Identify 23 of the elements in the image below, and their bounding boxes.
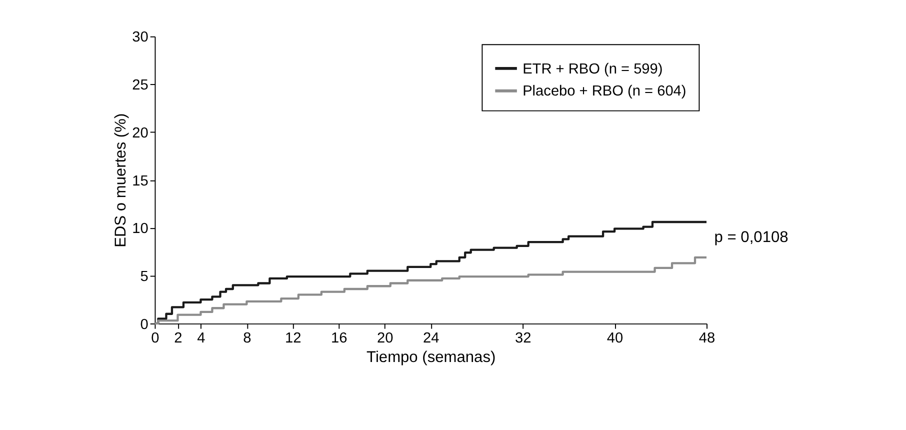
y-axis-title: EDS o muertes (%) (112, 113, 130, 248)
x-tick-label: 0 (151, 330, 160, 346)
y-tick-label: 25 (132, 78, 148, 94)
y-tick-label: 0 (140, 316, 148, 333)
y-tick-label: 30 (132, 30, 148, 46)
y-tick-label: 5 (140, 268, 148, 285)
legend-label: Placebo + RBO (n = 604) (522, 84, 686, 100)
x-tick-label: 40 (606, 330, 624, 346)
x-tick-label: 32 (514, 330, 532, 346)
x-tick-label: 24 (422, 330, 440, 346)
y-tick-label: 15 (132, 173, 148, 190)
x-tick-label: 48 (698, 330, 716, 346)
legend-label: ETR + RBO (n = 599) (522, 61, 663, 78)
y-tick-label: 10 (132, 221, 148, 238)
x-tick-label: 20 (377, 330, 394, 346)
x-tick-label: 2 (174, 330, 182, 346)
x-tick-label: 12 (285, 330, 302, 346)
x-axis-title: Tiempo (semanas) (366, 348, 496, 366)
x-tick-label: 4 (197, 330, 206, 346)
y-tick-label: 20 (132, 125, 148, 142)
x-tick-label: 8 (243, 330, 252, 346)
text: p = 0,0108 (714, 229, 788, 246)
x-tick-label: 16 (331, 330, 348, 346)
